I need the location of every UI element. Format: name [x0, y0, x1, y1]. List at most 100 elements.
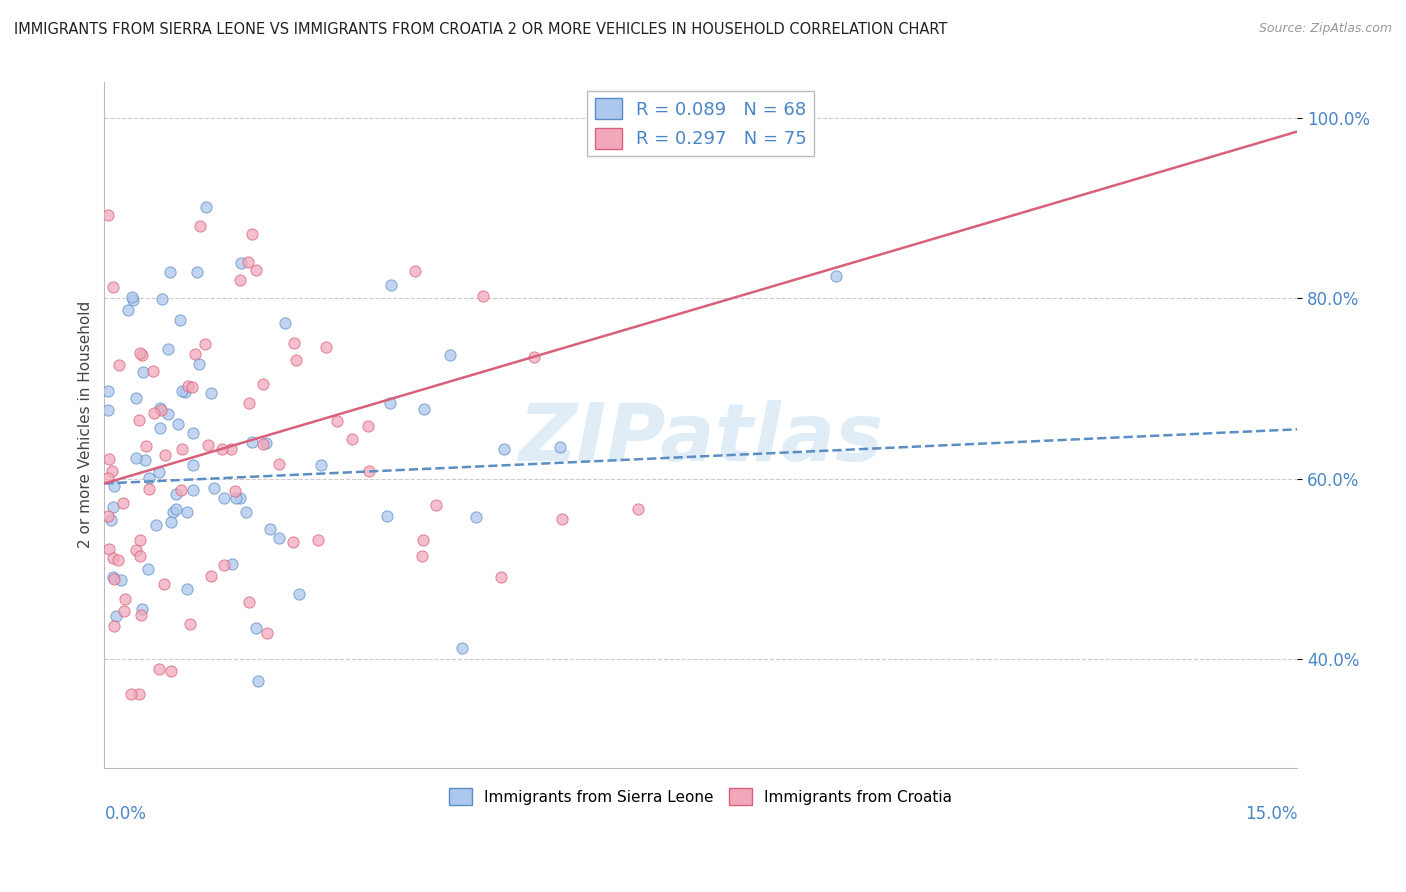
Point — [103, 478, 125, 492]
Point — [165, 486, 187, 500]
Point — [229, 273, 252, 287]
Point — [380, 395, 402, 409]
Point — [97, 451, 120, 466]
Point — [142, 364, 165, 378]
Point — [101, 500, 124, 515]
Point — [451, 641, 474, 656]
Point — [145, 518, 167, 533]
Point — [267, 531, 290, 545]
Point — [129, 549, 152, 563]
Point — [375, 509, 398, 524]
Point — [412, 533, 434, 547]
Point — [101, 550, 124, 565]
Point — [138, 471, 160, 485]
Point — [149, 401, 172, 415]
Point — [165, 501, 187, 516]
Text: ZIPatlas: ZIPatlas — [519, 400, 883, 477]
Point — [153, 448, 176, 462]
Point — [283, 335, 305, 350]
Point — [340, 433, 363, 447]
Point — [186, 265, 208, 279]
Point — [326, 414, 349, 428]
Point — [129, 346, 152, 360]
Point — [159, 516, 181, 530]
Point — [162, 505, 184, 519]
Point — [156, 407, 179, 421]
Point — [464, 510, 486, 524]
Text: 15.0%: 15.0% — [1244, 805, 1298, 823]
Point — [357, 464, 380, 478]
Point — [138, 483, 160, 497]
Point — [200, 386, 222, 401]
Point — [284, 352, 307, 367]
Point — [135, 439, 157, 453]
Point — [138, 562, 160, 576]
Point — [122, 293, 145, 308]
Point — [380, 278, 402, 293]
Point — [97, 470, 120, 484]
Point — [281, 534, 304, 549]
Point — [112, 496, 135, 510]
Point — [107, 553, 129, 567]
Point — [159, 664, 181, 678]
Point — [357, 419, 380, 434]
Point — [128, 687, 150, 701]
Point — [425, 499, 447, 513]
Point — [489, 570, 512, 584]
Point — [134, 452, 156, 467]
Point — [523, 350, 546, 364]
Point — [254, 436, 277, 450]
Point — [188, 219, 211, 234]
Point — [166, 417, 188, 432]
Point — [200, 569, 222, 583]
Text: Source: ZipAtlas.com: Source: ZipAtlas.com — [1258, 22, 1392, 36]
Point — [124, 391, 146, 405]
Point — [150, 292, 173, 306]
Point — [551, 512, 574, 526]
Point — [176, 582, 198, 596]
Point — [307, 533, 329, 548]
Point — [188, 358, 211, 372]
Point — [101, 464, 124, 478]
Point — [181, 483, 204, 498]
Point — [238, 395, 260, 409]
Point — [231, 256, 253, 270]
Point — [315, 340, 337, 354]
Point — [173, 384, 195, 399]
Point — [97, 384, 120, 398]
Point — [404, 263, 426, 277]
Point — [170, 384, 193, 398]
Point — [97, 509, 120, 524]
Point — [131, 602, 153, 616]
Point — [132, 365, 155, 379]
Point — [159, 265, 181, 279]
Point — [256, 625, 278, 640]
Point — [240, 227, 263, 241]
Point — [157, 342, 180, 356]
Point — [103, 570, 125, 584]
Point — [181, 458, 204, 473]
Point — [124, 542, 146, 557]
Point — [219, 442, 242, 457]
Point — [548, 440, 571, 454]
Point — [128, 413, 150, 427]
Point — [236, 255, 259, 269]
Point — [179, 617, 201, 632]
Point — [172, 442, 194, 457]
Point — [152, 577, 174, 591]
Point — [267, 457, 290, 471]
Y-axis label: 2 or more Vehicles in Household: 2 or more Vehicles in Household — [79, 301, 93, 549]
Point — [194, 200, 217, 214]
Point — [259, 522, 281, 536]
Point — [117, 302, 139, 317]
Point — [103, 619, 125, 633]
Point — [211, 442, 233, 456]
Point — [311, 458, 333, 472]
Point — [287, 587, 309, 601]
Point — [825, 268, 848, 283]
Point — [221, 557, 243, 571]
Point — [148, 421, 170, 435]
Point — [245, 262, 267, 277]
Point — [225, 491, 247, 506]
Point — [238, 595, 260, 609]
